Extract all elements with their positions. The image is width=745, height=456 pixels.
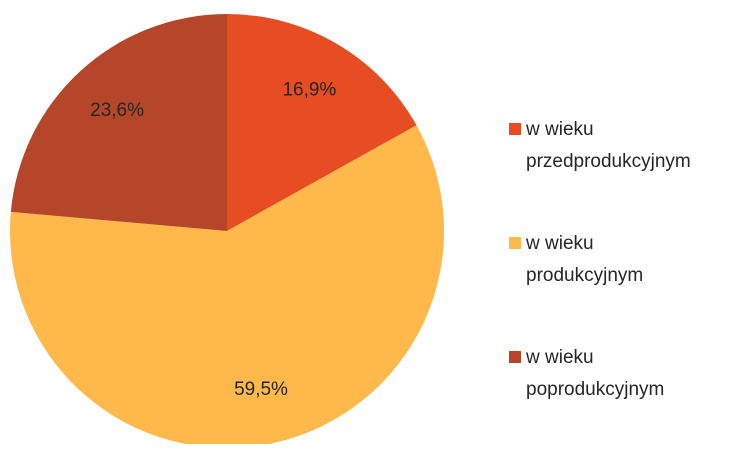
- data-label: 16,9%: [282, 80, 336, 101]
- legend-swatch: [509, 237, 521, 249]
- legend-swatch: [509, 123, 521, 135]
- data-label: 59,5%: [234, 379, 288, 400]
- legend-label: w wieku produkcyjnym: [526, 233, 644, 286]
- legend-item: w wieku poprodukcyjnym: [509, 342, 676, 456]
- legend-swatch: [509, 351, 521, 363]
- legend-label: w wieku poprodukcyjnym: [526, 347, 665, 400]
- legend-item: w wieku produkcyjnym: [509, 228, 676, 342]
- data-label: 23,6%: [90, 100, 144, 121]
- legend-label: w wieku przedprodukcyjnym: [526, 119, 691, 172]
- legend-item: w wieku przedprodukcyjnym: [509, 114, 691, 228]
- pie-slice: [227, 14, 417, 231]
- pie-area: 16,9% 59,5% 23,6%: [10, 14, 444, 444]
- pie-slice: [10, 125, 444, 444]
- pie-slice: [10, 14, 228, 231]
- legend: w wieku przedprodukcyjnym w wieku produkc…: [509, 114, 691, 456]
- chart: 16,9% 59,5% 23,6% w wieku przedprodukcyjny…: [10, 14, 691, 444]
